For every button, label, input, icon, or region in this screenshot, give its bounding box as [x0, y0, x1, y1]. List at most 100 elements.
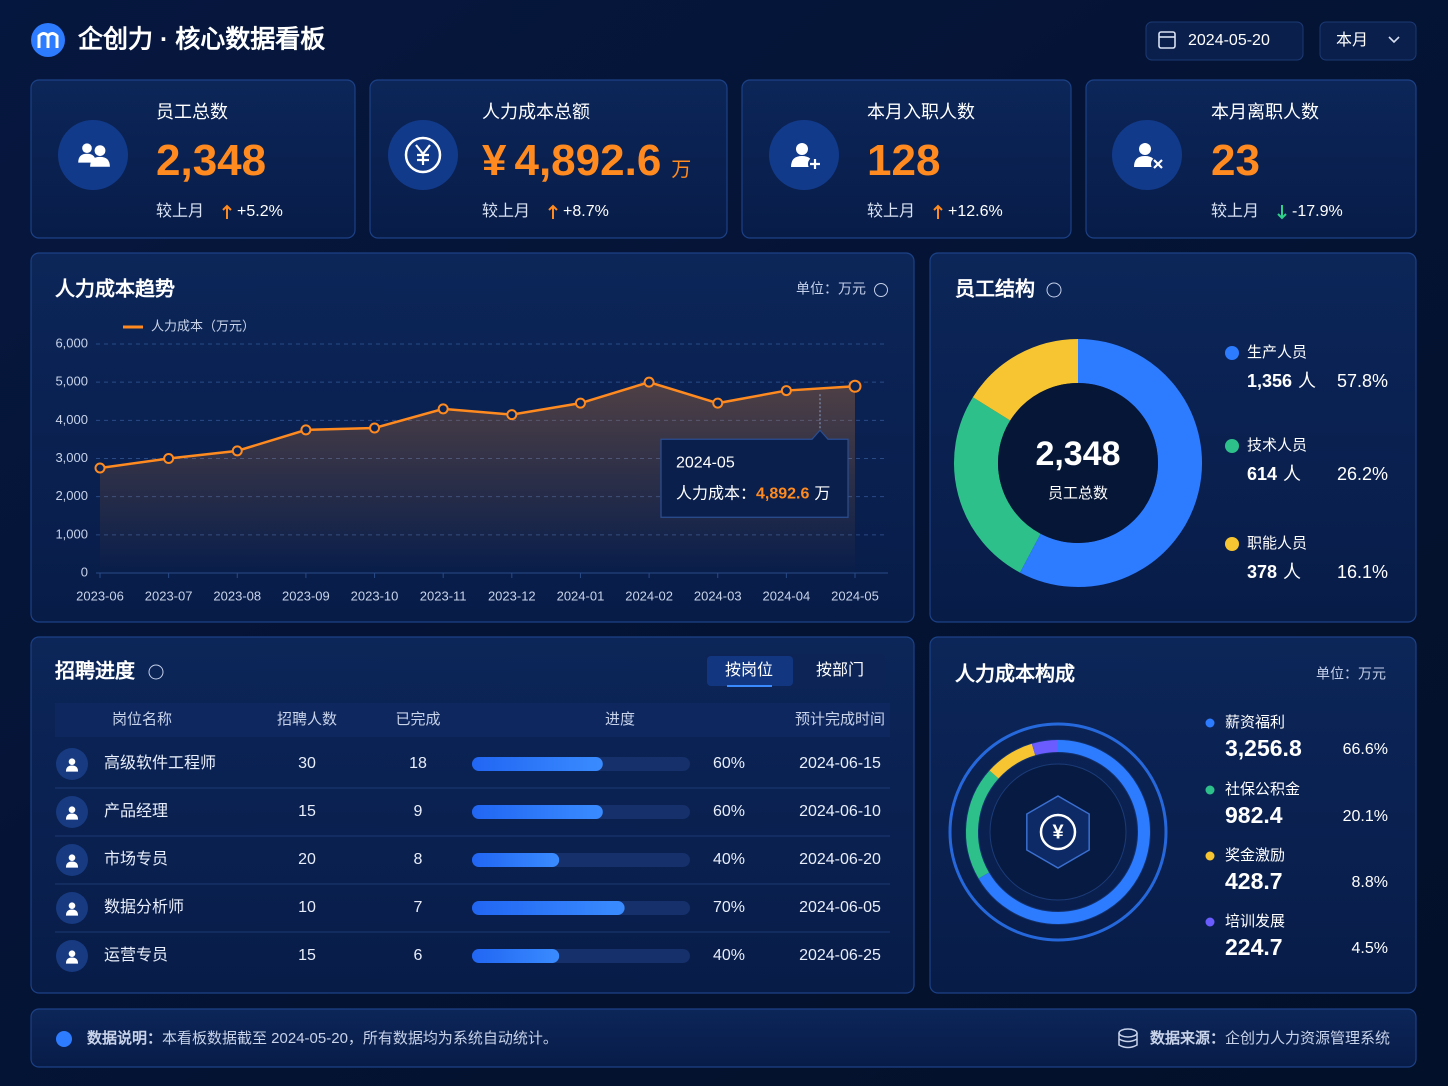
legend-dot	[1205, 718, 1215, 728]
center-value: 2,348	[1035, 435, 1120, 473]
icon-glyph	[796, 143, 808, 155]
center-symbol: ¥	[1052, 821, 1064, 843]
column-header: 进度	[605, 711, 635, 728]
panel-title: 人力成本构成	[955, 661, 1075, 685]
value: 614	[1247, 464, 1277, 484]
point	[780, 385, 792, 397]
point	[848, 379, 862, 393]
kpi-value: 4,892.6	[514, 136, 661, 185]
calendar-icon	[1158, 31, 1176, 49]
footer-source: 数据来源：企创力人力资源管理系统	[1150, 1029, 1390, 1047]
point	[369, 422, 381, 434]
legend-share: 26.2%	[1337, 464, 1388, 484]
ring-slice	[1031, 740, 1059, 756]
tab[interactable]: 按部门	[816, 661, 864, 679]
point	[506, 409, 518, 421]
kpi-change: +8.7%	[563, 203, 609, 220]
info-icon[interactable]	[874, 283, 888, 297]
icon-badge	[1153, 159, 1163, 169]
tab[interactable]: 按岗位	[725, 661, 773, 679]
legend-value: 3,256.8	[1225, 735, 1302, 761]
y-tick-label: 3,000	[55, 450, 88, 465]
info-icon[interactable]	[1046, 282, 1062, 298]
legend-label: 人力成本（万元）	[151, 318, 255, 333]
cell-due: 2024-06-15	[799, 755, 881, 772]
period-select[interactable]	[1319, 21, 1417, 61]
cell-progress: 70%	[713, 899, 745, 916]
line	[99, 380, 856, 470]
tooltip-date: 2024-05	[676, 454, 735, 471]
page-title: 企创力 · 核心数据看板	[78, 25, 325, 54]
legend-dot	[1205, 851, 1215, 861]
area-fill	[100, 382, 855, 573]
legend-name: 生产人员	[1247, 344, 1307, 361]
kpi-prefix: ¥	[482, 136, 507, 185]
column-header: 招聘人数	[277, 711, 337, 728]
point	[300, 424, 312, 436]
y-tick-label: 0	[81, 564, 88, 579]
legend-value: 378 人	[1247, 562, 1301, 582]
cell-done: 6	[414, 947, 423, 964]
kpi-compare: 较上月	[867, 202, 915, 220]
icon-glyph	[65, 813, 79, 820]
point	[643, 376, 655, 388]
cell-name: 产品经理	[104, 802, 168, 820]
kpi-icon	[58, 120, 128, 190]
kpi-change: +5.2%	[237, 203, 283, 220]
panel-title: 人力成本趋势	[55, 276, 175, 300]
cell-name: 数据分析师	[104, 898, 184, 916]
legend-name: 奖金激励	[1225, 847, 1285, 864]
icon-glyph	[65, 909, 79, 916]
y-tick-label: 2,000	[55, 488, 88, 503]
kpi-label: 本月离职人数	[1211, 102, 1319, 122]
kpi-value: 23	[1211, 136, 1260, 185]
point	[437, 403, 449, 415]
cell-due: 2024-06-10	[799, 803, 881, 820]
db-icon	[1118, 1033, 1138, 1049]
tooltip-value: 4,892.6	[756, 485, 809, 502]
date-picker[interactable]	[1145, 21, 1304, 61]
cell-done: 8	[414, 851, 423, 868]
info-icon[interactable]	[148, 664, 164, 680]
period-text: 本月	[1336, 31, 1368, 49]
icon-glyph	[68, 806, 76, 813]
kpi-value-line: ¥4,892.6 万	[482, 136, 691, 185]
kpi-card	[30, 79, 356, 239]
kpi-icon	[769, 120, 839, 190]
cell-target: 15	[298, 947, 316, 964]
note-label: 数据说明：	[87, 1029, 162, 1047]
icon-glyph	[65, 765, 79, 772]
hexagon	[1026, 795, 1090, 869]
cell-target: 15	[298, 803, 316, 820]
legend-dot	[1205, 785, 1215, 795]
progress-bar	[472, 853, 560, 867]
legend-name: 技术人员	[1247, 437, 1307, 454]
kpi-change: +12.6%	[948, 203, 1003, 220]
kpi-compare: 较上月	[1211, 202, 1259, 220]
icon-glyph	[791, 156, 813, 167]
chevron	[1388, 36, 1400, 44]
cell-progress: 60%	[713, 803, 745, 820]
icon-glyph	[68, 758, 76, 765]
icon-glyph	[65, 861, 79, 868]
kpi-value-line: 2,348	[156, 136, 266, 185]
icon-glyph	[65, 957, 79, 964]
legend-share: 4.5%	[1352, 940, 1388, 957]
legend-value: 614 人	[1247, 464, 1301, 484]
table-header	[55, 703, 890, 737]
x-tick-label: 2023-11	[420, 588, 467, 603]
ring-slice	[966, 770, 999, 879]
y-tick-label: 6,000	[55, 335, 88, 350]
x-tick-label: 2024-04	[763, 588, 811, 603]
ring-outer	[948, 722, 1168, 942]
legend-value: 982.4	[1225, 802, 1283, 828]
ring-slice	[989, 743, 1036, 779]
legend-name: 职能人员	[1247, 535, 1307, 552]
cell-name: 运营专员	[104, 946, 168, 964]
cell-done: 7	[414, 899, 423, 916]
icon-glyph	[404, 136, 442, 174]
legend-value: 428.7	[1225, 868, 1283, 894]
kpi-icon	[1112, 120, 1182, 190]
panel-title: 招聘进度	[55, 658, 136, 682]
